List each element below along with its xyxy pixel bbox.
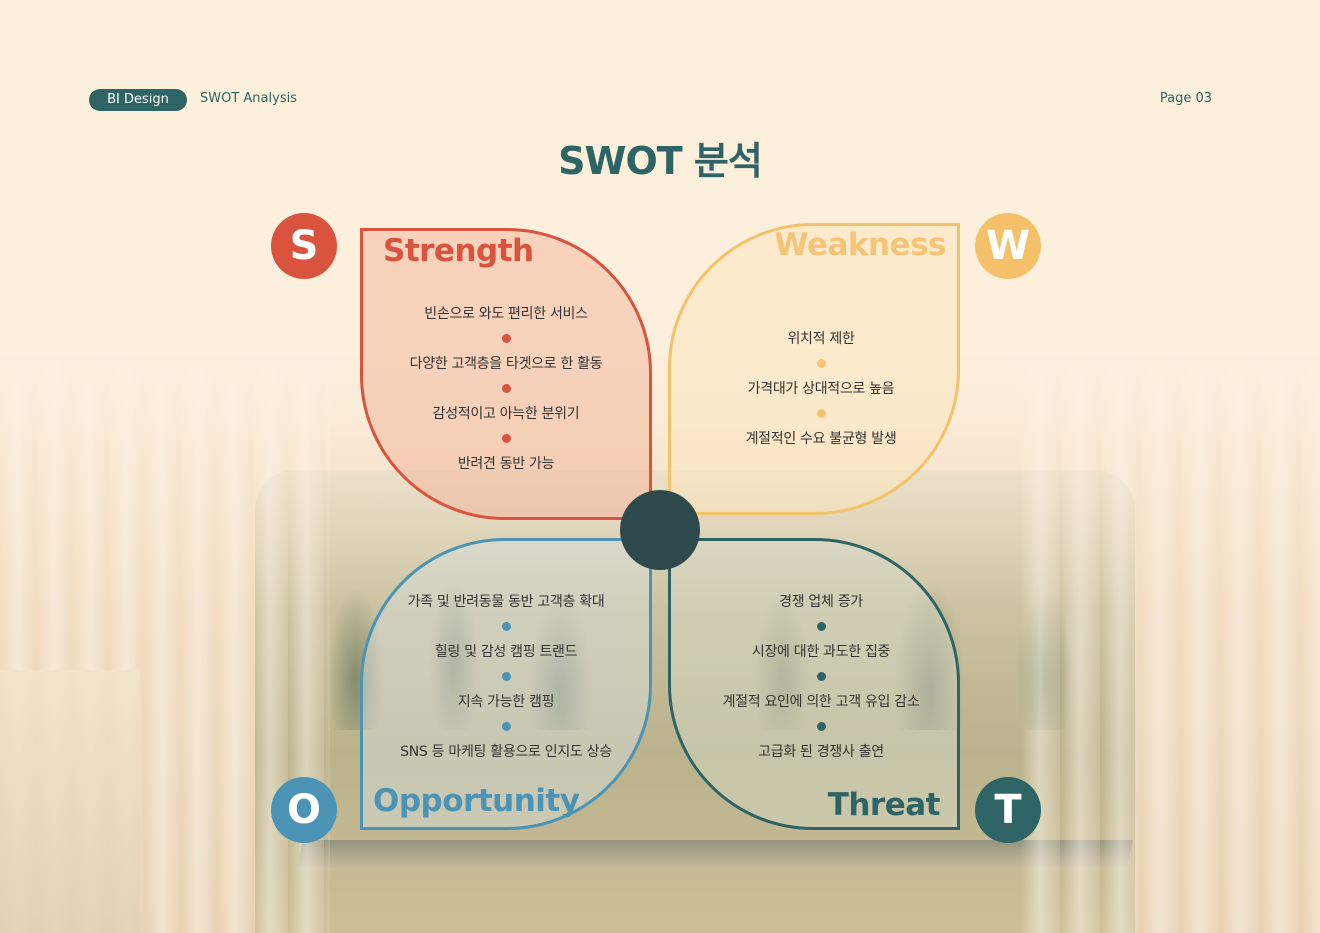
- bullet-dot: [501, 722, 511, 731]
- bullet-dot: [501, 334, 511, 343]
- weakness-item: 가격대가 상대적으로 높음: [747, 381, 895, 397]
- weakness-item: 위치적 제한: [787, 331, 855, 347]
- bullet-dot: [501, 384, 511, 393]
- page-number: Page 03: [1159, 91, 1212, 106]
- section-label: SWOT Analysis: [200, 91, 297, 106]
- strength-petal: [360, 228, 652, 520]
- strength-item: 반려견 동반 가능: [457, 456, 555, 472]
- bullet-dot: [816, 622, 826, 631]
- opportunity-item: 지속 가능한 캠핑: [457, 694, 555, 710]
- bullet-dot: [501, 622, 511, 631]
- threat-heading: Threat: [827, 787, 941, 823]
- threat-list: 경쟁 업체 증가 시장에 대한 과도한 집중 계절적 요인에 의한 고객 유입 …: [671, 592, 971, 762]
- threat-item: 경쟁 업체 증가: [779, 594, 863, 610]
- opportunity-list: 가족 및 반려동물 동반 고객층 확대 힐링 및 감성 캠핑 트랜드 지속 가능…: [356, 592, 656, 762]
- strength-item: 다양한 고객층을 타겟으로 한 활동: [409, 356, 603, 372]
- strength-item: 감성적이고 아늑한 분위기: [432, 406, 580, 422]
- threat-item: 고급화 된 경쟁사 출연: [758, 744, 884, 760]
- strength-item: 빈손으로 와도 편리한 서비스: [424, 306, 588, 322]
- bullet-dot: [816, 359, 826, 368]
- opportunity-item: SNS 등 마케팅 활용으로 인지도 상승: [400, 744, 612, 760]
- opportunity-badge: O: [271, 777, 337, 843]
- weakness-heading: Weakness: [774, 227, 946, 263]
- category-pill: BI Design: [89, 89, 187, 111]
- weakness-list: 위치적 제한 가격대가 상대적으로 높음 계절적인 수요 불균형 발생: [671, 329, 971, 449]
- threat-item: 시장에 대한 과도한 집중: [751, 644, 891, 660]
- opportunity-petal: [360, 538, 652, 830]
- threat-item: 계절적 요인에 의한 고객 유입 감소: [722, 694, 920, 710]
- bullet-dot: [816, 672, 826, 681]
- weakness-petal: [668, 223, 960, 515]
- page-title: SWOT 분석: [558, 139, 763, 183]
- bullet-dot: [816, 409, 826, 418]
- bullet-dot: [816, 722, 826, 731]
- opportunity-item: 가족 및 반려동물 동반 고객층 확대: [407, 594, 605, 610]
- strength-heading: Strength: [383, 233, 534, 269]
- weakness-item: 계절적인 수요 불균형 발생: [745, 431, 897, 447]
- strength-badge: S: [271, 213, 337, 279]
- bullet-dot: [501, 672, 511, 681]
- opportunity-item: 힐링 및 감성 캠핑 트랜드: [434, 644, 578, 660]
- bullet-dot: [501, 434, 511, 443]
- threat-petal: [668, 538, 960, 830]
- strength-list: 빈손으로 와도 편리한 서비스 다양한 고객층을 타겟으로 한 활동 감성적이고…: [356, 304, 656, 474]
- threat-badge: T: [975, 777, 1041, 843]
- center-circle: [620, 490, 700, 570]
- opportunity-heading: Opportunity: [373, 783, 580, 819]
- weakness-badge: W: [975, 213, 1041, 279]
